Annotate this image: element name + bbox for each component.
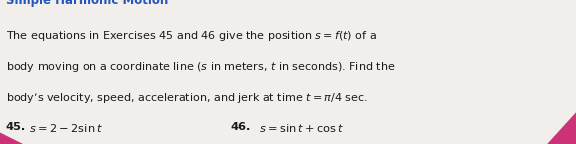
Text: 46.: 46. — [230, 122, 251, 132]
Text: Simple Harmonic Motion: Simple Harmonic Motion — [6, 0, 168, 7]
Text: body’s velocity, speed, acceleration, and jerk at time $t = \pi/4$ sec.: body’s velocity, speed, acceleration, an… — [6, 91, 367, 105]
Text: body moving on a coordinate line ($s$ in meters, $t$ in seconds). Find the: body moving on a coordinate line ($s$ in… — [6, 60, 395, 74]
Polygon shape — [0, 132, 23, 144]
Text: The equations in Exercises 45 and 46 give the position $s = f(t)$ of a: The equations in Exercises 45 and 46 giv… — [6, 29, 377, 43]
Text: 45.: 45. — [6, 122, 26, 132]
Text: $s = 2 - 2\sin t$: $s = 2 - 2\sin t$ — [26, 122, 103, 134]
Polygon shape — [507, 112, 576, 144]
Text: $s = \sin t + \cos t$: $s = \sin t + \cos t$ — [256, 122, 344, 134]
